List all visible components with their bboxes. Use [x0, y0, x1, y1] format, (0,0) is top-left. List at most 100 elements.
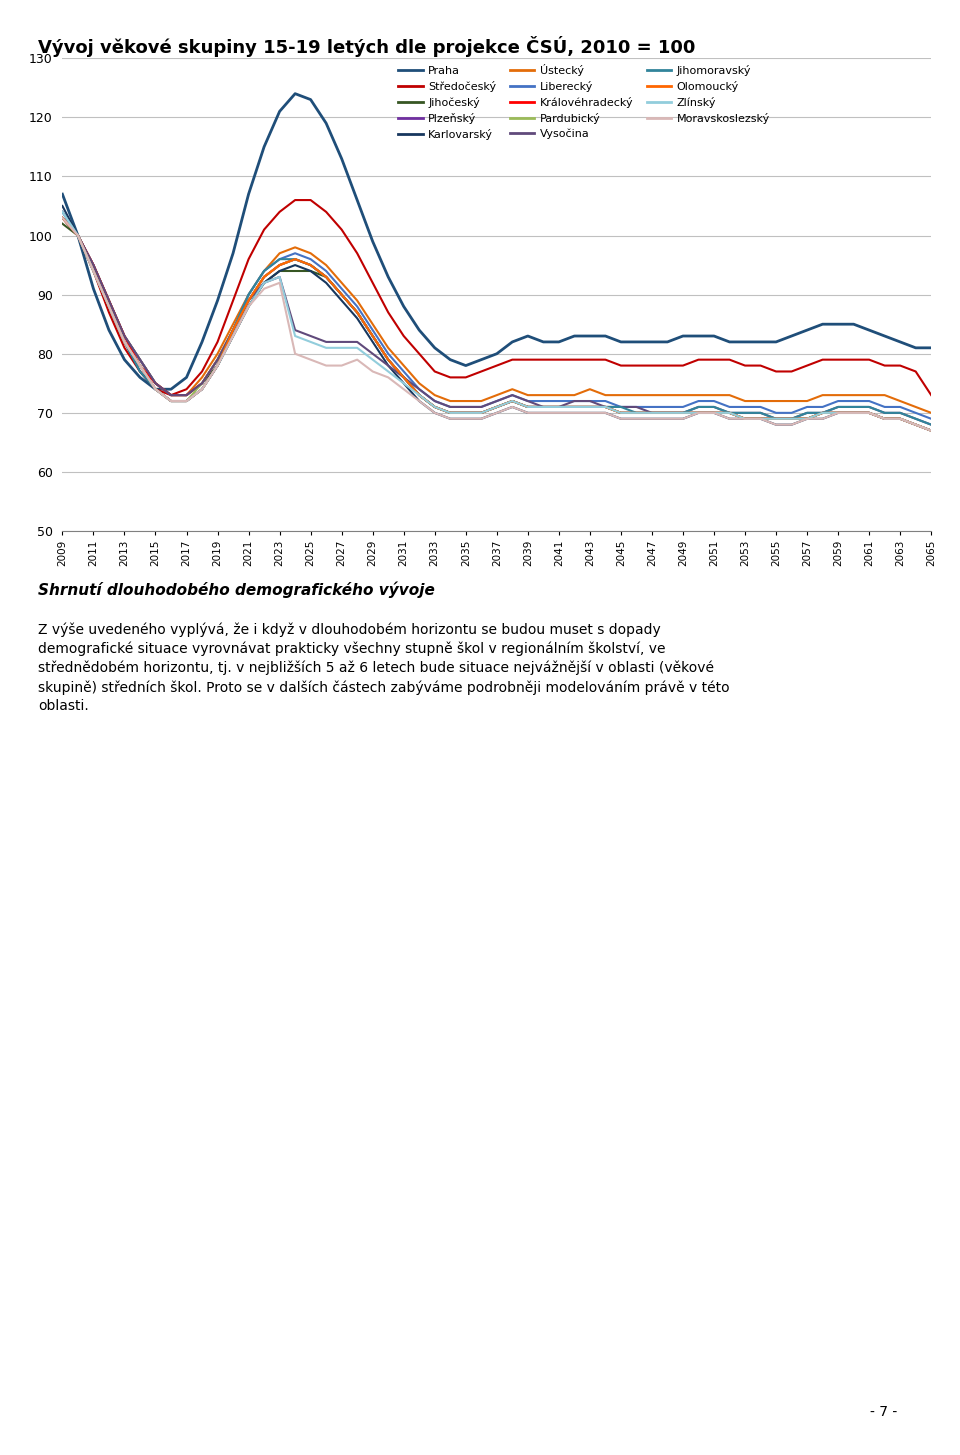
- Text: Shrnutí dlouhodobého demografického vývoje: Shrnutí dlouhodobého demografického vývo…: [38, 582, 435, 598]
- Line: Pardubický: Pardubický: [62, 218, 931, 431]
- Ústecký: [925, 404, 937, 422]
- Středočeský: [925, 387, 937, 404]
- Pardubický: [925, 422, 937, 439]
- Jihomoravský: [925, 416, 937, 434]
- Jihočeský: [925, 422, 937, 439]
- Královéhradecký: [57, 210, 68, 227]
- Olomoucký: [661, 404, 673, 422]
- Text: - 7 -: - 7 -: [870, 1404, 897, 1419]
- Karlovarský: [57, 198, 68, 215]
- Jihomoravský: [429, 399, 441, 416]
- Ústecký: [661, 387, 673, 404]
- Line: Středočeský: Středočeský: [62, 199, 931, 396]
- Ústecký: [429, 387, 441, 404]
- Jihomoravský: [57, 204, 68, 221]
- Olomoucký: [429, 399, 441, 416]
- Zlínský: [429, 399, 441, 416]
- Jihočeský: [103, 292, 114, 310]
- Moravskoslezský: [661, 410, 673, 428]
- Plzeňský: [289, 250, 300, 268]
- Pardubický: [57, 210, 68, 227]
- Praha: [87, 279, 99, 297]
- Jihomoravský: [646, 404, 658, 422]
- Jihomoravský: [661, 404, 673, 422]
- Plzeňský: [925, 422, 937, 439]
- Moravskoslezský: [103, 298, 114, 316]
- Line: Olomoucký: Olomoucký: [62, 218, 931, 431]
- Vysočina: [289, 322, 300, 339]
- Ústecký: [646, 387, 658, 404]
- Jihomoravský: [103, 298, 114, 316]
- Praha: [693, 327, 705, 345]
- Středočeský: [677, 356, 688, 374]
- Olomoucký: [289, 250, 300, 268]
- Vysočina: [661, 404, 673, 422]
- Line: Jihomoravský: Jihomoravský: [62, 212, 931, 425]
- Královéhradecký: [289, 250, 300, 268]
- Ústecký: [289, 239, 300, 256]
- Ústecký: [87, 256, 99, 274]
- Středočeský: [103, 304, 114, 322]
- Olomoucký: [646, 404, 658, 422]
- Praha: [925, 339, 937, 356]
- Karlovarský: [87, 262, 99, 279]
- Královéhradecký: [103, 292, 114, 310]
- Moravskoslezský: [87, 262, 99, 279]
- Praha: [677, 327, 688, 345]
- Vysočina: [925, 416, 937, 434]
- Pardubický: [289, 250, 300, 268]
- Text: Z výše uvedeného vyplývá, že i když v dlouhodobém horizontu se budou muset s dop: Z výše uvedeného vyplývá, že i když v dl…: [38, 623, 730, 713]
- Line: Karlovarský: Karlovarský: [62, 207, 931, 431]
- Jihočeský: [57, 215, 68, 233]
- Pardubický: [87, 262, 99, 279]
- Liberecký: [646, 399, 658, 416]
- Praha: [289, 84, 300, 102]
- Line: Praha: Praha: [62, 93, 931, 388]
- Zlínský: [289, 327, 300, 345]
- Moravskoslezský: [289, 345, 300, 362]
- Olomoucký: [925, 422, 937, 439]
- Liberecký: [289, 244, 300, 262]
- Jihomoravský: [289, 250, 300, 268]
- Vysočina: [646, 404, 658, 422]
- Karlovarský: [925, 422, 937, 439]
- Vysočina: [429, 393, 441, 410]
- Královéhradecký: [87, 256, 99, 274]
- Plzeňský: [429, 399, 441, 416]
- Liberecký: [57, 210, 68, 227]
- Vysočina: [57, 210, 68, 227]
- Liberecký: [429, 393, 441, 410]
- Line: Jihočeský: Jihočeský: [62, 224, 931, 431]
- Pardubický: [661, 404, 673, 422]
- Středočeský: [321, 204, 332, 221]
- Středočeský: [165, 387, 177, 404]
- Středočeský: [57, 210, 68, 227]
- Liberecký: [925, 410, 937, 428]
- Legend: Praha, Středočeský, Jihočeský, Plzeňský, Karlovarský, Ústecký, Liberecký, Králov: Praha, Středočeský, Jihočeský, Plzeňský,…: [398, 64, 770, 140]
- Line: Liberecký: Liberecký: [62, 218, 931, 419]
- Středočeský: [289, 191, 300, 208]
- Line: Ústecký: Ústecký: [62, 218, 931, 413]
- Zlínský: [87, 262, 99, 279]
- Karlovarský: [289, 256, 300, 274]
- Plzeňský: [57, 204, 68, 221]
- Královéhradecký: [661, 404, 673, 422]
- Liberecký: [661, 399, 673, 416]
- Jihomoravský: [87, 262, 99, 279]
- Line: Moravskoslezský: Moravskoslezský: [62, 218, 931, 431]
- Praha: [57, 185, 68, 202]
- Moravskoslezský: [429, 404, 441, 422]
- Jihočeský: [87, 256, 99, 274]
- Ústecký: [57, 210, 68, 227]
- Moravskoslezský: [925, 422, 937, 439]
- Moravskoslezský: [646, 410, 658, 428]
- Praha: [321, 115, 332, 132]
- Text: Vývoj věkové skupiny 15-19 letých dle projekce ČSÚ, 2010 = 100: Vývoj věkové skupiny 15-19 letých dle pr…: [38, 36, 696, 57]
- Jihočeský: [661, 404, 673, 422]
- Karlovarský: [429, 404, 441, 422]
- Praha: [103, 322, 114, 339]
- Olomoucký: [103, 298, 114, 316]
- Vysočina: [87, 256, 99, 274]
- Jihočeský: [429, 399, 441, 416]
- Liberecký: [103, 292, 114, 310]
